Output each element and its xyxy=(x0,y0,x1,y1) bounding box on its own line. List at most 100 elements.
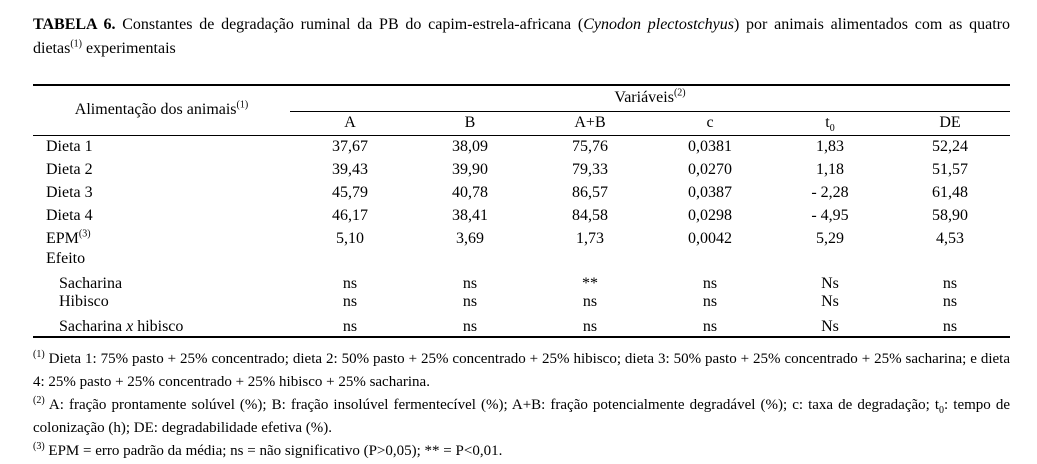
cell-c: ns xyxy=(650,311,770,338)
cell-a: 45,79 xyxy=(332,183,368,201)
row-label: Dieta 2 xyxy=(46,160,93,178)
table-row-epm: EPM(3) 5,10 3,69 1,73 0,0042 5,29 4,53 xyxy=(33,227,1010,250)
cell-de xyxy=(890,250,1010,268)
cell-b: 40,78 xyxy=(452,183,488,201)
table-body: Dieta 1 37,67 38,09 75,76 0,0381 1,83 52… xyxy=(33,135,1011,338)
table-row-dieta-4: Dieta 4 46,17 38,41 84,58 0,0298 - 4,95 … xyxy=(33,204,1010,227)
footnote-marker: (1) xyxy=(33,349,45,360)
cell-a-plus-b xyxy=(530,250,650,268)
footnote-marker: (3) xyxy=(33,441,45,452)
cell-t0: Ns xyxy=(821,293,839,310)
row-header-footnote-ref: (1) xyxy=(236,99,249,111)
data-table: Alimentação dos animais(1) Variáveis(2) … xyxy=(33,84,1011,338)
caption-text: ) por animais alimentados com as quatro … xyxy=(33,16,1010,57)
cell-a-plus-b: ns xyxy=(530,311,650,338)
cell-b: ns xyxy=(462,275,478,292)
row-header-title: Alimentação dos animais(1) xyxy=(33,85,290,136)
table-subheader-row: A B A+B c t0 DE xyxy=(33,111,1011,136)
cell-b: ns xyxy=(462,293,478,310)
cell-a-plus-b: 84,58 xyxy=(572,206,608,224)
row-label: Efeito xyxy=(46,250,86,267)
cell-a: 46,17 xyxy=(332,206,368,224)
cell-a: 5,10 xyxy=(336,229,364,247)
cell-de: ns xyxy=(890,311,1011,338)
cell-de: ns xyxy=(942,275,958,292)
cell-a-plus-b: 79,33 xyxy=(572,160,608,178)
table-row-sacharina: Sacharina ns ns ** ns Ns ns xyxy=(33,268,1010,293)
cell-b xyxy=(410,250,530,268)
cell-a: 39,43 xyxy=(332,160,368,178)
column-header-a-plus-b: A+B xyxy=(530,111,650,136)
row-label: EPM(3) xyxy=(46,228,91,247)
cell-a xyxy=(290,250,410,268)
cell-c: 0,0381 xyxy=(688,137,732,155)
table-row-dieta-2: Dieta 2 39,43 39,90 79,33 0,0270 1,18 51… xyxy=(33,158,1010,181)
cell-a-plus-b: ** xyxy=(582,275,598,292)
column-header-a: A xyxy=(290,111,410,136)
cell-t0: 1,83 xyxy=(816,137,844,155)
cell-c: ns xyxy=(702,275,718,292)
cell-de: 61,48 xyxy=(932,183,969,201)
cell-c: 0,0387 xyxy=(688,183,732,201)
caption-text: Constantes de degradação ruminal da PB d… xyxy=(115,16,584,33)
row-header-label: Alimentação dos animais xyxy=(74,101,237,119)
cell-a: ns xyxy=(342,293,358,310)
column-header-b: B xyxy=(410,111,530,136)
row-label: Dieta 4 xyxy=(46,206,93,224)
table-group-header-row: Alimentação dos animais(1) Variáveis(2) xyxy=(33,85,1011,136)
cell-a: ns xyxy=(290,311,410,338)
row-label: Dieta 3 xyxy=(46,183,93,201)
table-row-efeito: Efeito xyxy=(33,250,1010,268)
cell-de: 4,53 xyxy=(936,229,965,247)
cell-b: 38,09 xyxy=(452,137,488,155)
variables-group-label: Variáveis xyxy=(614,89,674,107)
cell-c: 0,0298 xyxy=(688,206,732,224)
cell-de: ns xyxy=(942,293,958,310)
table-row-hibisco: Hibisco ns ns ns ns Ns ns xyxy=(33,293,1010,311)
cell-a-plus-b: 86,57 xyxy=(572,183,608,201)
cell-b: ns xyxy=(410,311,530,338)
cell-a-plus-b: 75,76 xyxy=(572,137,608,155)
footnote-subscript: 0 xyxy=(939,405,945,416)
cell-de: 51,57 xyxy=(932,160,969,178)
variables-group-header: Variáveis(2) xyxy=(290,85,1011,112)
column-header-t0: t0 xyxy=(770,111,890,136)
row-label: Sacharina xyxy=(59,275,123,292)
footnote-marker: (2) xyxy=(33,395,45,406)
cell-a: ns xyxy=(342,275,358,292)
cell-t0 xyxy=(770,250,890,268)
row-label: Hibisco xyxy=(59,293,109,310)
footnote-text: Dieta 1: 75% pasto + 25% concentrado; di… xyxy=(33,351,1010,390)
cell-b: 3,69 xyxy=(456,229,484,247)
caption-table-number: TABELA 6. xyxy=(33,16,116,33)
variables-group-footnote-ref: (2) xyxy=(673,87,686,99)
table-row-dieta-3: Dieta 3 45,79 40,78 86,57 0,0387 - 2,28 … xyxy=(33,181,1010,204)
caption-footnote-ref: (1) xyxy=(70,38,82,50)
cell-t0: - 4,95 xyxy=(811,206,849,224)
cell-t0: Ns xyxy=(821,275,839,292)
caption-species-name: Cynodon plectostchyus xyxy=(583,16,734,33)
cell-t0: Ns xyxy=(770,311,890,338)
cell-b: 38,41 xyxy=(452,206,488,224)
footnote-text: EPM = erro padrão da média; ns = não sig… xyxy=(44,443,503,459)
footnote-2: (2) A: fração prontamente solúvel (%); B… xyxy=(33,394,1010,440)
cell-c xyxy=(650,250,770,268)
cell-c: 0,0042 xyxy=(688,229,732,247)
caption-text: experimentais xyxy=(82,40,176,57)
cell-a-plus-b: ns xyxy=(582,293,598,310)
footnote-text: A: fração prontamente solúvel (%); B: fr… xyxy=(44,397,940,413)
row-label: Sacharina x hibisco xyxy=(33,311,290,338)
cell-a-plus-b: 1,73 xyxy=(576,229,604,247)
row-label-footnote-ref: (3) xyxy=(78,228,91,240)
footnotes-block: (1) Dieta 1: 75% pasto + 25% concentrado… xyxy=(33,348,1010,463)
cell-de: 52,24 xyxy=(932,137,969,155)
table-row-sacharina-x-hibisco: Sacharina x hibisco ns ns ns ns Ns ns xyxy=(33,311,1011,338)
cell-c: ns xyxy=(702,293,718,310)
footnote-3: (3) EPM = erro padrão da média; ns = não… xyxy=(33,440,1010,463)
table-header: Alimentação dos animais(1) Variáveis(2) … xyxy=(33,85,1011,136)
cell-t0: 1,18 xyxy=(816,160,844,178)
cell-b: 39,90 xyxy=(452,160,488,178)
footnote-text: : tempo de colonização (h); DE: degradab… xyxy=(33,397,1010,436)
footnote-1: (1) Dieta 1: 75% pasto + 25% concentrado… xyxy=(33,348,1010,394)
